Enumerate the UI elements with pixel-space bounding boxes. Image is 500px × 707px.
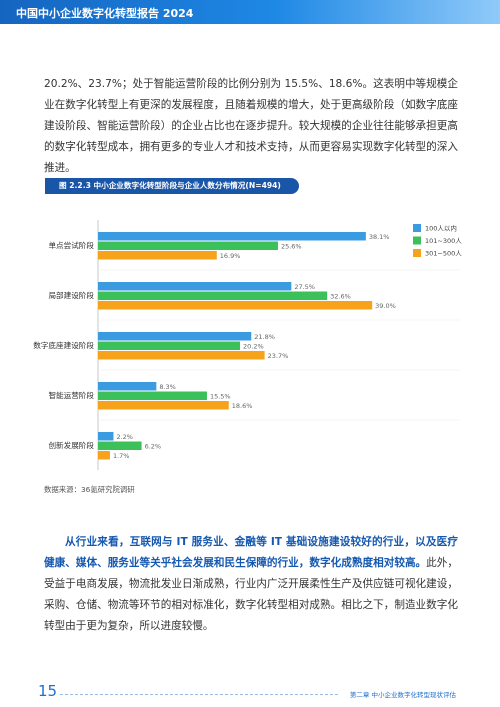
value-label: 32.6% (330, 292, 351, 300)
bar (98, 241, 278, 250)
figure-caption: 图 2.2.3 中小企业数字化转型阶段与企业人数分布情况(N=494) (45, 178, 299, 194)
value-label: 20.2% (243, 342, 264, 350)
bar (98, 232, 366, 241)
legend-swatch (413, 249, 421, 257)
legend-label: 100人以内 (425, 224, 457, 233)
bar (98, 282, 292, 291)
paragraph-text: 此外，受益于电商发展，物流批发业日渐成熟，行业内广泛开展柔性生产及供应链可视化建… (44, 557, 458, 632)
paragraph: 20.2%、23.7%；处于智能运营阶段的比例分别为 15.5%、18.6%。这… (44, 78, 458, 174)
chapter-title: 第二章 中小企业数字化转型现状评估 (349, 691, 456, 699)
footer-rule (60, 694, 338, 695)
value-label: 38.1% (369, 233, 390, 241)
value-label: 2.2% (116, 433, 133, 441)
category-label: 智能运营阶段 (48, 390, 94, 400)
category-label: 局部建设阶段 (48, 290, 94, 300)
paragraph-bold: 从行业来看，互联网与 IT 服务业、金融等 IT 基础设施建设较好的行业，以及医… (44, 536, 458, 569)
category-label: 创新发展阶段 (48, 440, 94, 450)
bar (98, 382, 157, 391)
legend-swatch (413, 224, 421, 232)
legend-label: 301~500人 (425, 250, 462, 258)
bar (98, 341, 241, 350)
value-label: 27.5% (294, 283, 315, 291)
bar (98, 251, 217, 260)
category-label: 数字底座建设阶段 (33, 340, 94, 350)
category-label: 单点尝试阶段 (48, 240, 94, 250)
bar (98, 432, 114, 441)
bar (98, 451, 110, 460)
value-label: 1.7% (113, 452, 130, 460)
bar (98, 301, 373, 310)
value-label: 15.5% (210, 392, 231, 400)
legend-label: 101~300人 (425, 237, 462, 245)
value-label: 18.6% (232, 402, 253, 410)
value-label: 16.9% (220, 252, 241, 260)
bar (98, 291, 328, 300)
value-label: 8.3% (159, 383, 176, 391)
bar (98, 441, 142, 450)
chart: 单点尝试阶段 38.1% 25.6% 16.9% 局部建设阶段 27.5% 32.6% 39.… (33, 220, 462, 470)
bar (98, 351, 265, 360)
value-label: 39.0% (375, 302, 396, 310)
legend-swatch (413, 236, 421, 245)
bar (98, 332, 252, 341)
bar (98, 401, 229, 410)
bar (98, 391, 207, 400)
value-label: 21.8% (254, 333, 275, 341)
header-band: 中国中小企业数字化转型报告 2024 (0, 0, 500, 24)
value-label: 25.6% (281, 242, 302, 250)
value-label: 23.7% (268, 352, 289, 360)
value-label: 6.2% (145, 442, 162, 450)
paragraph: 从行业来看，互联网与 IT 服务业、金融等 IT 基础设施建设较好的行业，以及医… (44, 532, 458, 637)
page-number: 15 (38, 682, 58, 700)
figure-source: 数据来源：36氪研究院调研 (44, 485, 135, 494)
header-title: 中国中小企业数字化转型报告 2024 (16, 7, 194, 20)
